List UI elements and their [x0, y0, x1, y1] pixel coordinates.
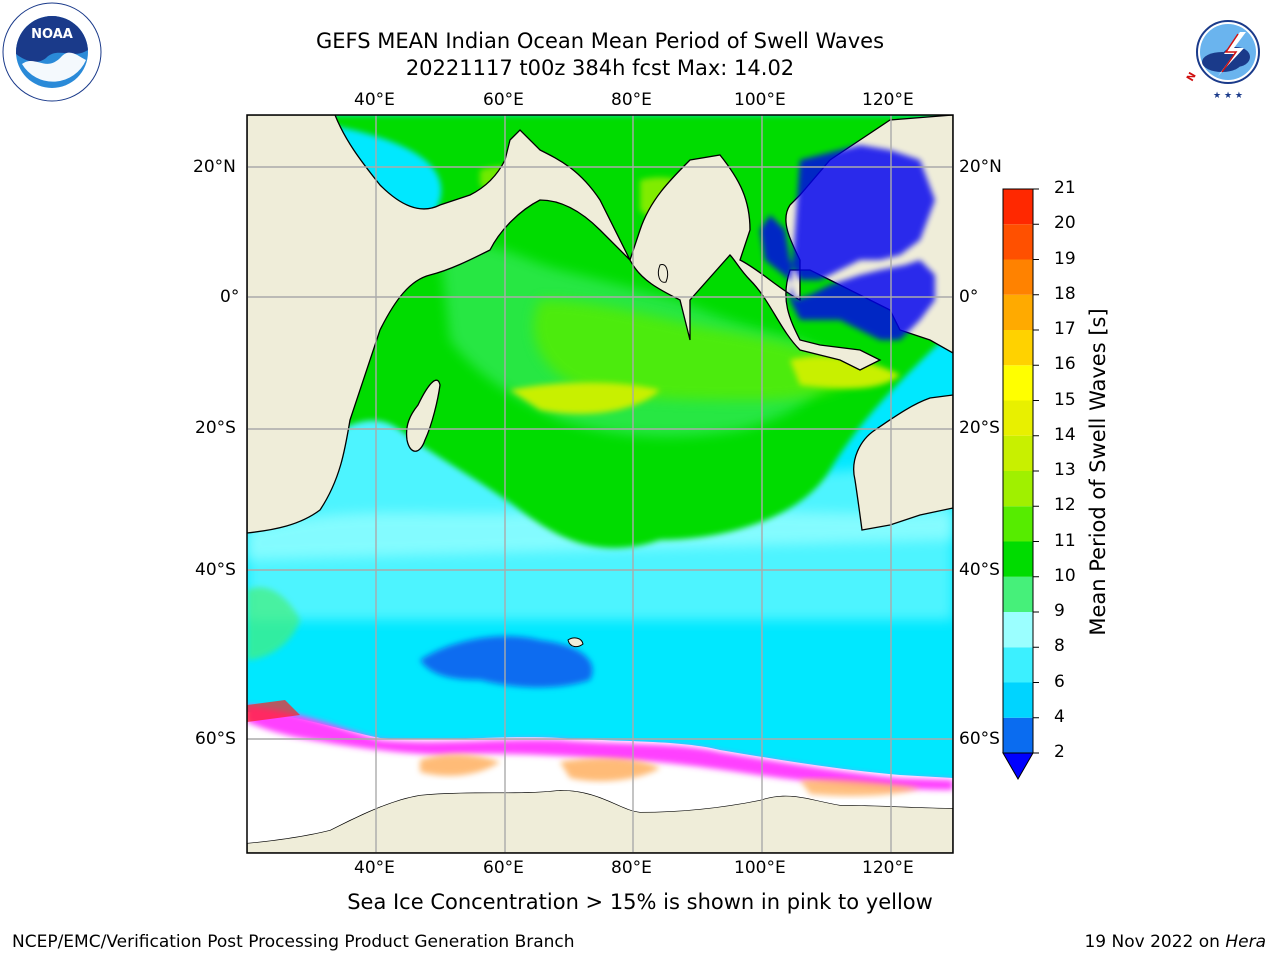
colorbar-tick-label: 6: [1054, 671, 1065, 692]
colorbar-tick-label: 4: [1054, 706, 1065, 727]
colorbar-tick-label: 10: [1054, 565, 1076, 586]
colorbar-tick-label: 17: [1054, 319, 1076, 339]
lon-label-top-60e: 60°E: [483, 90, 524, 110]
lon-label-top-40e: 40°E: [354, 90, 395, 110]
lon-label-top-120e: 120°E: [862, 90, 914, 110]
colorbar: [1002, 188, 1039, 781]
colorbar-tick-label: 8: [1054, 636, 1065, 657]
map-frame: [246, 114, 954, 854]
colorbar-tick-label: 12: [1054, 495, 1076, 516]
lon-label-bottom-40e: 40°E: [354, 858, 395, 878]
noaa-logo: NOAA: [2, 2, 102, 102]
lon-label-bottom-100e: 100°E: [734, 858, 786, 878]
colorbar-tick-label: 20: [1054, 213, 1076, 234]
lat-label-right-20s: 20°S: [959, 418, 1000, 438]
colorbar-segment-14-15: [1003, 400, 1033, 436]
colorbar-tick-label: 15: [1054, 389, 1076, 410]
colorbar-segment-8-9: [1003, 612, 1033, 648]
colorbar-title: Mean Period of Swell Waves [s]: [1086, 308, 1110, 636]
colorbar-tick-label: 13: [1054, 460, 1076, 480]
lat-label-left-60s: 60°S: [195, 729, 236, 749]
map-gridlines: [247, 115, 953, 853]
footer-date: 19 Nov 2022 on Hera: [1084, 932, 1266, 952]
colorbar-segment-2-4: [1003, 717, 1033, 753]
chart-title: GEFS MEAN Indian Ocean Mean Period of Sw…: [315, 29, 885, 53]
lon-label-top-100e: 100°E: [734, 90, 786, 110]
colorbar-segment-20-21: [1003, 189, 1033, 225]
lon-label-top-80e: 80°E: [611, 90, 652, 110]
sea-ice-caption: Sea Ice Concentration > 15% is shown in …: [347, 890, 933, 914]
colorbar-segment-18-19: [1003, 259, 1033, 295]
colorbar-segment-13-14: [1003, 435, 1033, 471]
lat-label-left-20n: 20°N: [193, 157, 236, 177]
sea-ice-edge: [247, 705, 953, 790]
colorbar-tick-label: 21: [1054, 178, 1076, 198]
footer-date-text: 19 Nov 2022 on: [1084, 932, 1226, 952]
lon-label-bottom-120e: 120°E: [862, 858, 914, 878]
colorbar-tick-label: 16: [1054, 354, 1076, 375]
colorbar-tick-label: 9: [1054, 601, 1065, 621]
colorbar-segment-10-11: [1003, 541, 1033, 577]
svg-text:★ ★ ★: ★ ★ ★: [1213, 91, 1243, 101]
footer-credit: NCEP/EMC/Verification Post Processing Pr…: [12, 932, 575, 952]
lon-label-bottom-80e: 80°E: [611, 858, 652, 878]
swell-band-2to4-south: [420, 636, 593, 688]
swell-band-12to14: [510, 382, 660, 414]
nws-logo: N ★ ★ ★: [1178, 2, 1278, 102]
colorbar-extend-arrow: [1002, 752, 1034, 781]
colorbar-tick-label: 14: [1054, 424, 1076, 445]
land-northern: [247, 115, 953, 534]
lat-label-right-60s: 60°S: [959, 729, 1000, 749]
lat-label-right-40s: 40°S: [959, 560, 1000, 580]
chart-subtitle: 20221117 t00z 384h fcst Max: 14.02: [405, 56, 795, 80]
colorbar-segment-11-12: [1003, 506, 1033, 542]
land-madagascar: [405, 379, 441, 452]
colorbar-segment-6-8: [1003, 647, 1033, 683]
colorbar-segment-16-17: [1003, 330, 1033, 366]
colorbar-segment-12-13: [1003, 471, 1033, 507]
lat-label-left-0: 0°: [220, 287, 240, 307]
lat-label-left-40s: 40°S: [195, 560, 236, 580]
colorbar-tick-label: 18: [1054, 283, 1076, 304]
colorbar-tick-label: 11: [1054, 530, 1076, 551]
footer-host: Hera: [1225, 932, 1266, 952]
colorbar-segment-15-16: [1003, 365, 1033, 401]
colorbar-tick-label: 2: [1054, 742, 1065, 762]
colorbar-segment-19-20: [1003, 224, 1033, 260]
noaa-logo-text: NOAA: [31, 27, 73, 42]
lat-label-right-20n: 20°N: [959, 157, 1002, 177]
colorbar-tick-label: 19: [1054, 248, 1076, 269]
colorbar-segment-9-10: [1003, 576, 1033, 612]
lat-label-right-0: 0°: [959, 287, 979, 307]
colorbar-segment-17-18: [1003, 294, 1033, 330]
lat-label-left-20s: 20°S: [195, 418, 236, 438]
colorbar-segment-4-6: [1003, 682, 1033, 718]
lon-label-bottom-60e: 60°E: [483, 858, 524, 878]
